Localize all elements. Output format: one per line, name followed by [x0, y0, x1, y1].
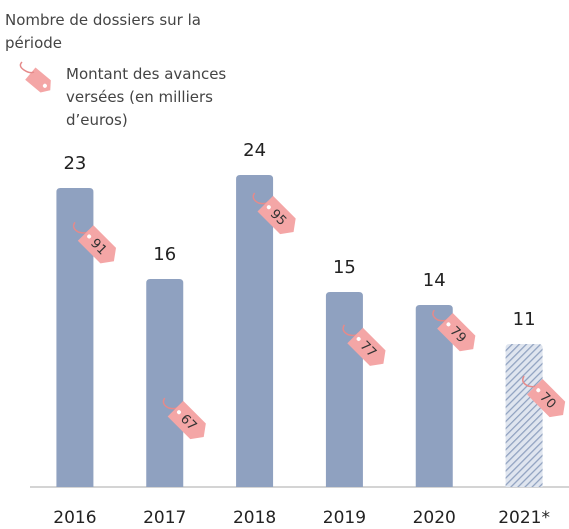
x-tick-label: 2016 — [53, 508, 96, 528]
tag-hole — [446, 322, 451, 327]
tag: 95 — [257, 195, 296, 235]
value-label: 16 — [153, 244, 176, 265]
tag: 79 — [437, 313, 476, 352]
tag: 70 — [526, 378, 566, 418]
bar — [56, 188, 94, 487]
bar — [505, 344, 543, 487]
bar — [146, 279, 184, 487]
tag: 67 — [167, 400, 206, 440]
tag-hole — [87, 234, 92, 239]
value-label: 14 — [423, 270, 446, 291]
tag-shape — [257, 195, 296, 235]
legend-label: Nombre de dossiers sur la période — [5, 11, 201, 52]
tag-hole — [356, 337, 361, 342]
legend-label: Montant des avances versées (en milliers d… — [66, 65, 226, 129]
tag-shape — [437, 313, 476, 352]
legend-tag-icon — [25, 67, 51, 93]
value-label: 15 — [333, 257, 356, 278]
tag-hole — [536, 388, 541, 393]
x-tick-label: 2021* — [498, 508, 550, 528]
tag: 91 — [77, 225, 117, 264]
tag-hole — [266, 205, 271, 210]
tag-shape — [347, 327, 386, 366]
tag-shape — [167, 400, 206, 440]
x-tick-label: 2019 — [323, 508, 366, 528]
x-tick-label: 2020 — [413, 508, 456, 528]
bar — [236, 175, 274, 487]
bar — [325, 292, 363, 487]
tag-shape — [526, 378, 566, 418]
x-tick-label: 2018 — [233, 508, 276, 528]
tag-shape — [77, 225, 117, 264]
tag-hole — [176, 410, 181, 415]
value-label: 23 — [63, 153, 86, 174]
bar — [415, 305, 453, 487]
value-label: 24 — [243, 140, 266, 161]
x-tick-label: 2017 — [143, 508, 186, 528]
value-label: 11 — [513, 309, 536, 330]
tag: 77 — [347, 327, 386, 366]
